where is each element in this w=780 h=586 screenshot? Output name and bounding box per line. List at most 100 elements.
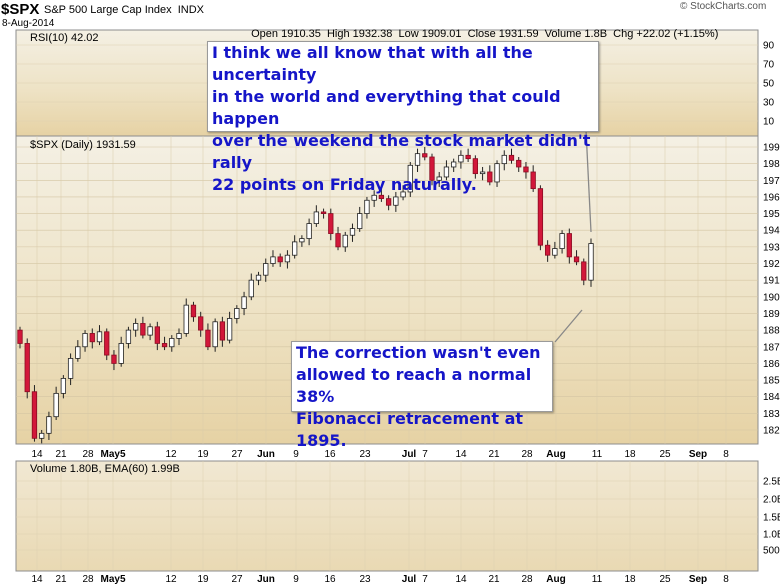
- volume-tick-label: 1.5B: [763, 513, 780, 524]
- x-tick-label: May5: [100, 449, 125, 460]
- x-tick-label-bottom: 14: [455, 574, 467, 585]
- candle: [284, 254, 291, 263]
- x-tick-label: 8: [723, 449, 729, 460]
- volume-label: Volume 1.80B, EMA(60) 1.99B: [30, 463, 180, 475]
- x-axis-ticks: 14 14 21 21 28 28 May5 May5 12 12 19 19 27 27 Jun Jun 9 9…: [31, 449, 729, 585]
- x-tick-label-bottom: 12: [165, 574, 177, 585]
- candle: [385, 198, 392, 206]
- ohlc-text: Open 1910.35 High 1932.38 Low 1909.01 Cl…: [251, 28, 719, 40]
- price-tick-label: 1960: [763, 192, 780, 203]
- candle: [24, 343, 30, 393]
- x-tick-label: 12: [165, 449, 177, 460]
- candle: [516, 159, 522, 168]
- index-name: S&P 500 Large Cap Index INDX: [44, 4, 204, 16]
- volume-tick-label: 500M: [763, 546, 780, 557]
- candle: [559, 233, 565, 249]
- x-tick-label: 14: [31, 449, 43, 460]
- candle: [205, 329, 211, 348]
- x-tick-label-bottom: Jul: [402, 574, 417, 585]
- candle: [248, 279, 254, 298]
- top-annotation-line: I think we all know that with all the un…: [212, 43, 533, 84]
- price-tick-label: 1850: [763, 376, 780, 387]
- candle: [147, 326, 153, 336]
- x-tick-label: 11: [592, 449, 603, 460]
- price-tick-label: 1840: [763, 392, 780, 403]
- candle: [299, 238, 305, 243]
- candle: [335, 233, 341, 248]
- candle: [212, 321, 218, 348]
- candle: [140, 323, 146, 336]
- x-tick-label-bottom: 28: [521, 574, 533, 585]
- candle: [255, 274, 262, 281]
- x-tick-label-bottom: Sep: [689, 574, 707, 585]
- candle: [292, 241, 298, 256]
- candle: [523, 166, 529, 173]
- candle: [552, 248, 558, 256]
- candle: [371, 194, 377, 201]
- x-tick-label-bottom: Jun: [257, 574, 275, 585]
- volume-tick-label: 2.5B: [763, 477, 780, 488]
- x-tick-label: 21: [488, 449, 500, 460]
- candle: [378, 194, 385, 200]
- x-tick-label-bottom: Aug: [546, 574, 565, 585]
- candle: [320, 211, 327, 214]
- rsi-tick-label: 30: [763, 98, 775, 109]
- top-annotation-line: 22 points on Friday naturally.: [212, 175, 477, 194]
- x-tick-label-bottom: 11: [592, 574, 603, 585]
- candle: [89, 333, 95, 343]
- price-tick-label: 1930: [763, 242, 780, 253]
- x-tick-label-bottom: 7: [422, 574, 428, 585]
- x-tick-label-bottom: 27: [231, 574, 243, 585]
- candle: [190, 304, 197, 318]
- bottom-annotation: The correction wasn't even allowed to re…: [291, 341, 553, 450]
- candle: [31, 391, 38, 439]
- x-tick-label: 27: [231, 449, 243, 460]
- candle: [544, 244, 551, 256]
- candle: [277, 256, 283, 263]
- candle: [111, 354, 117, 364]
- price-tick-label: 1940: [763, 226, 780, 237]
- candle: [451, 161, 457, 168]
- price-tick-label: 1900: [763, 292, 780, 303]
- candle: [588, 243, 594, 281]
- candle: [479, 171, 486, 175]
- candle: [393, 196, 399, 206]
- candle: [183, 304, 189, 334]
- candle: [487, 171, 493, 183]
- x-tick-label-bottom: 25: [659, 574, 671, 585]
- rsi-tick-label: 90: [763, 41, 775, 52]
- candle: [226, 318, 233, 341]
- volume-panel: [15, 460, 759, 572]
- top-annotation: I think we all know that with all the un…: [207, 41, 599, 194]
- candle: [458, 154, 464, 163]
- candle: [508, 154, 515, 161]
- price-tick-label: 1870: [763, 342, 780, 353]
- candle: [198, 316, 204, 331]
- x-tick-label-bottom: 21: [488, 574, 500, 585]
- candle: [364, 199, 370, 214]
- index-name-text: S&P 500 Large Cap Index: [44, 4, 172, 16]
- bottom-annotation-line: Fibonacci retracement at 1895.: [296, 409, 524, 450]
- volume-tick-label: 2.0B: [763, 495, 780, 506]
- candle: [530, 171, 536, 190]
- price-tick-label: 1950: [763, 209, 780, 220]
- candle: [573, 256, 580, 263]
- candle: [349, 228, 356, 236]
- price-tick-label: 1860: [763, 359, 780, 370]
- candle: [400, 191, 406, 198]
- x-tick-label-bottom: 28: [82, 574, 94, 585]
- candle: [494, 163, 500, 183]
- x-tick-label: Jul: [402, 449, 417, 460]
- candle: [75, 346, 81, 359]
- candle: [328, 213, 334, 234]
- candle: [169, 338, 175, 348]
- x-tick-label: Sep: [689, 449, 707, 460]
- candle: [581, 261, 587, 281]
- x-tick-label-bottom: 18: [624, 574, 636, 585]
- candle: [414, 153, 421, 166]
- x-tick-label: 25: [659, 449, 671, 460]
- x-tick-label: 7: [422, 449, 428, 460]
- chart-date: 8-Aug-2014: [2, 18, 55, 29]
- candle: [96, 331, 103, 343]
- x-tick-label-bottom: 14: [31, 574, 43, 585]
